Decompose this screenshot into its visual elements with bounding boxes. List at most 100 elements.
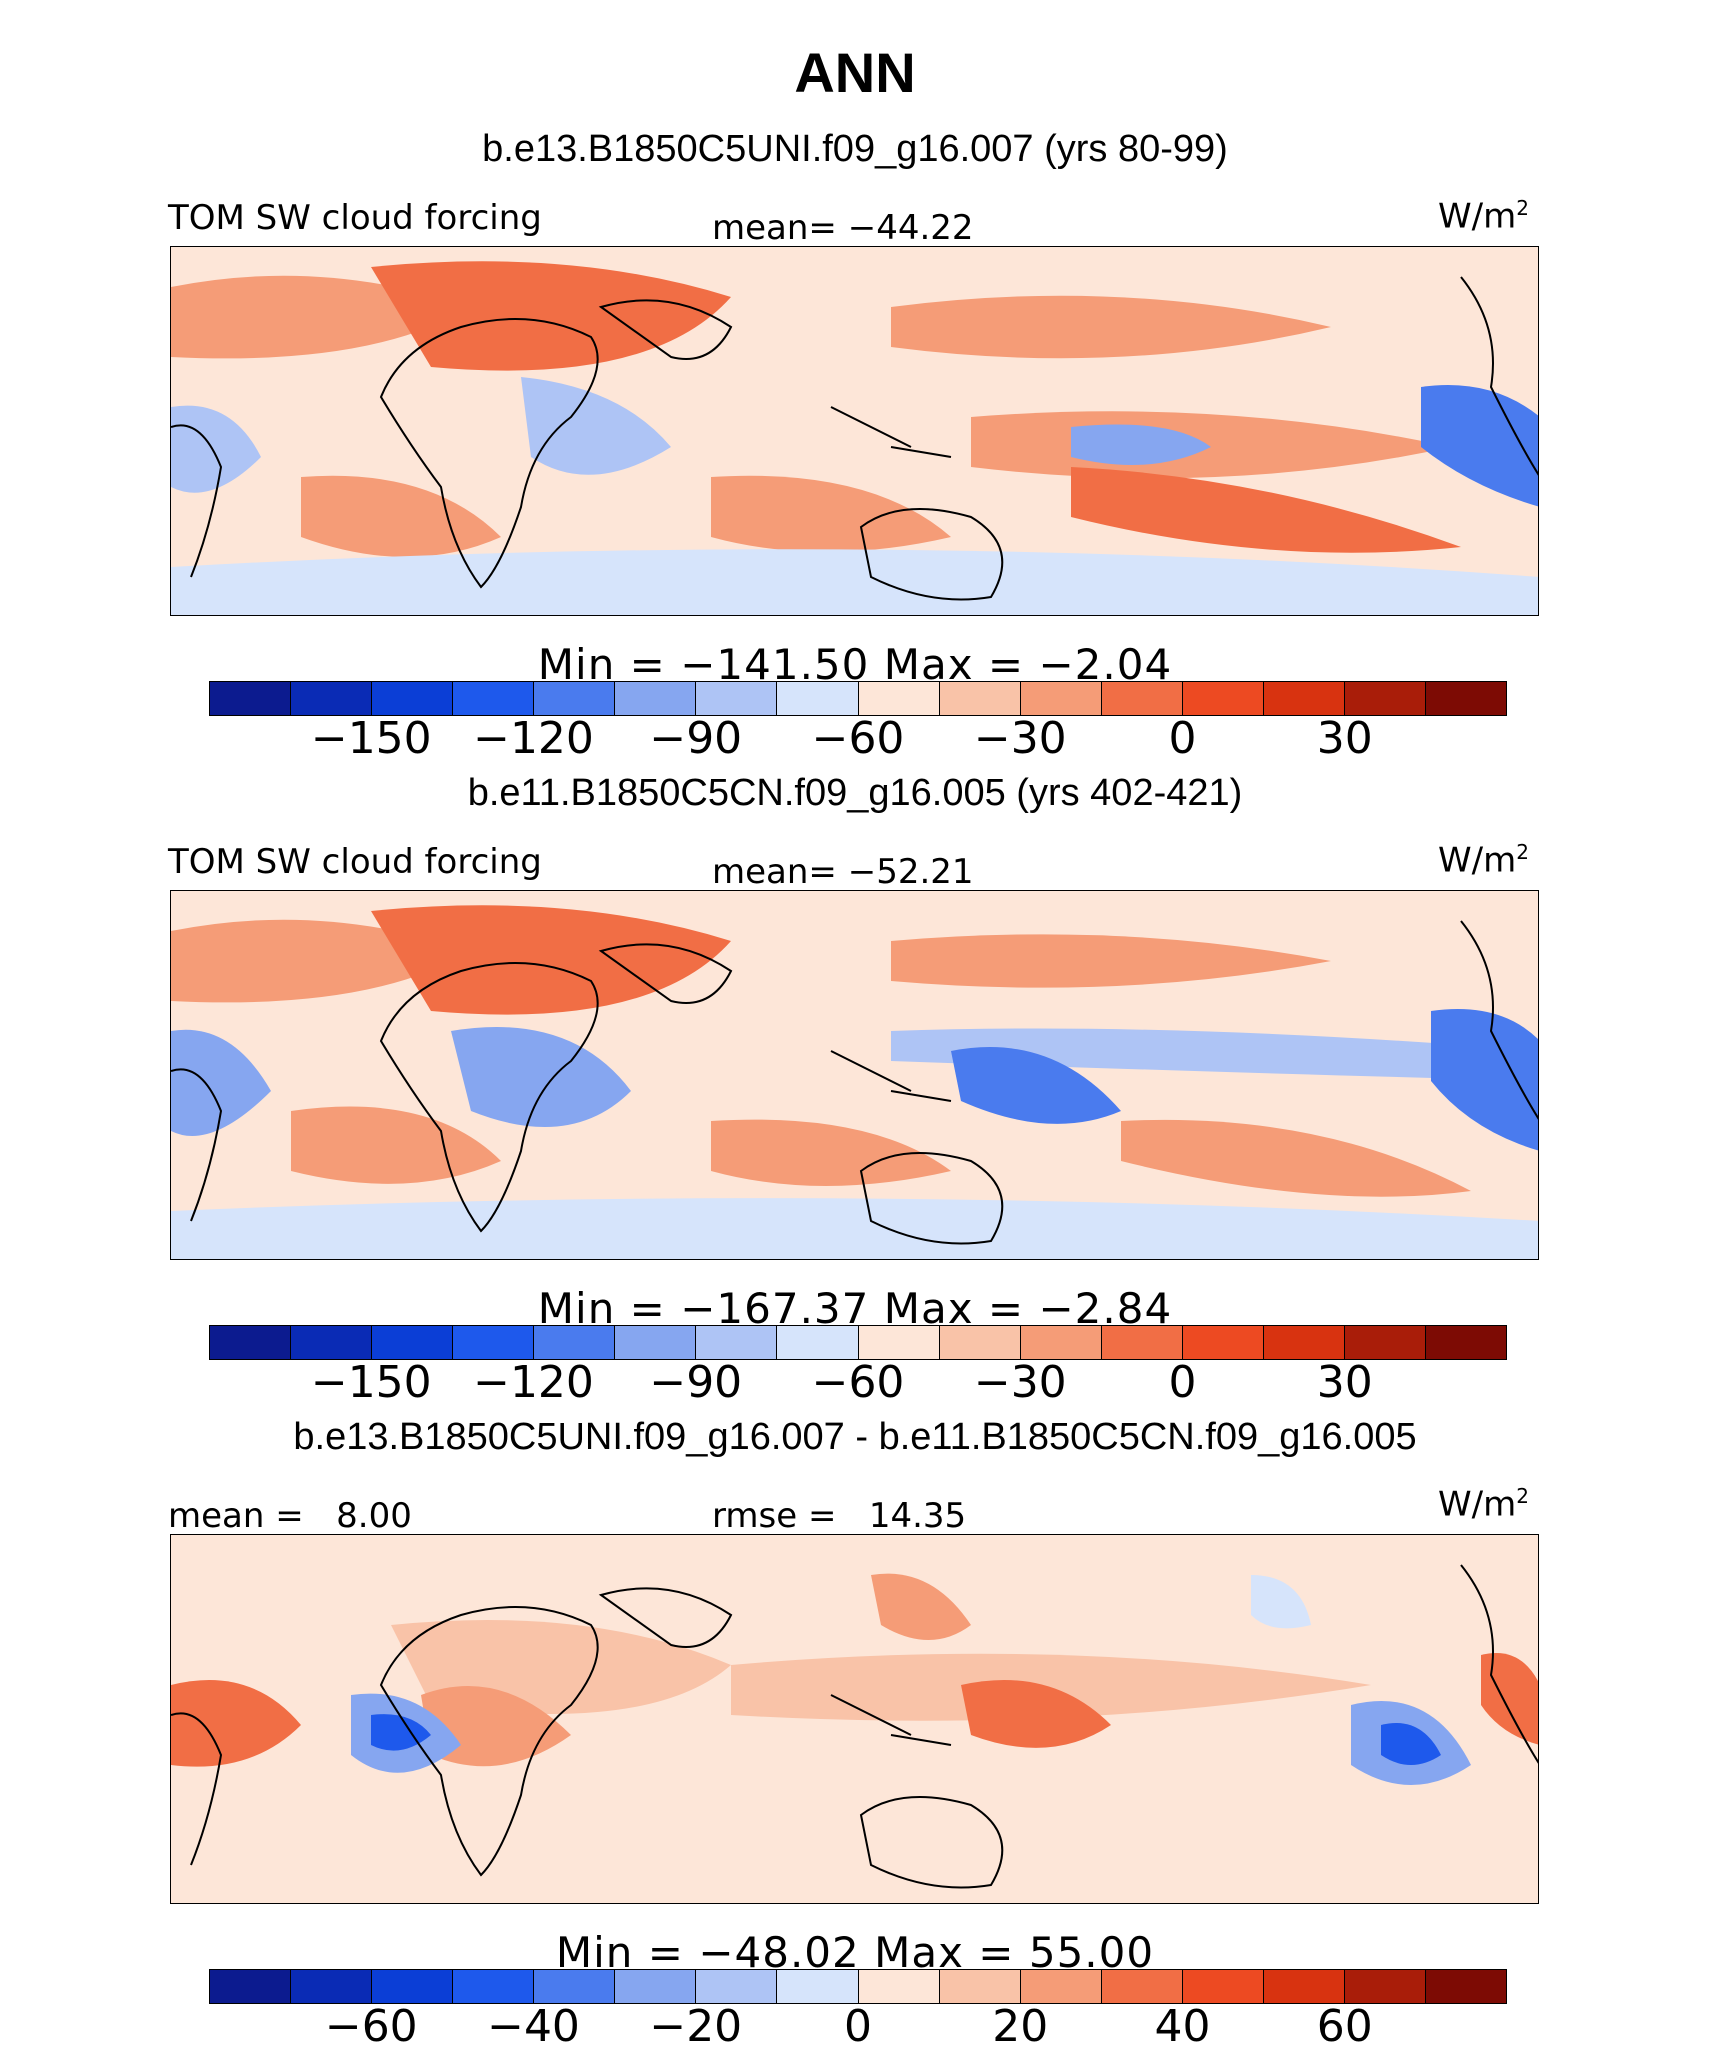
panel-1-left-label: TOM SW cloud forcing — [168, 198, 542, 238]
colorbar-segment — [615, 682, 697, 715]
panel-1-map — [170, 246, 1539, 616]
colorbar-segment — [1101, 1326, 1183, 1359]
colorbar-segment — [372, 1970, 454, 2003]
anomaly-band — [871, 1573, 971, 1640]
anomaly-band — [1251, 1575, 1311, 1629]
cloud-band — [371, 905, 731, 1015]
panel-3-title: b.e13.B1850C5UNI.f09_g16.007 - b.e11.B18… — [293, 1416, 1417, 1458]
colorbar-segment — [1182, 682, 1264, 715]
panel-2-colorbar — [209, 1325, 1507, 1360]
colorbar-segment — [1344, 682, 1426, 715]
colorbar-segment — [1101, 682, 1183, 715]
coastlines — [171, 920, 1538, 1245]
coastlines — [171, 1564, 1538, 1889]
panel-3-rmse-label: rmse = 14.35 — [712, 1496, 967, 1536]
colorbar-segment — [534, 682, 616, 715]
panel-2-minmax: Min = −167.37 Max = −2.84 — [537, 1284, 1173, 1333]
colorbar-segment — [372, 682, 454, 715]
colorbar-tick-label: −90 — [649, 713, 743, 764]
colorbar-tick-label: 30 — [1316, 1357, 1373, 1408]
colorbar-segment — [1263, 1970, 1345, 2003]
colorbar-segment — [1182, 1326, 1264, 1359]
panel-1-mean-label: mean= −44.22 — [712, 208, 974, 248]
cloud-band — [301, 475, 501, 557]
colorbar-segment — [1020, 682, 1102, 715]
panel-2-colorbar-ticks: −150 −120 −90 −60 −30 0 30 — [0, 1357, 1710, 1417]
panel-1-minmax: Min = −141.50 Max = −2.04 — [537, 640, 1173, 689]
colorbar-segment — [210, 1326, 292, 1359]
panel-2-map-svg — [171, 891, 1538, 1259]
colorbar-segment — [291, 682, 373, 715]
cloud-band — [1071, 467, 1461, 553]
colorbar-tick-label: −30 — [973, 1357, 1067, 1408]
anomaly-band — [961, 1680, 1111, 1748]
colorbar-segment — [858, 1970, 940, 2003]
colorbar-segment — [372, 1326, 454, 1359]
colorbar-segment — [1263, 1326, 1345, 1359]
colorbar-tick-label: −120 — [473, 713, 594, 764]
colorbar-tick-label: −40 — [487, 2001, 580, 2052]
panel-2-units: W/m2 — [1438, 840, 1529, 881]
cloud-band — [1431, 1009, 1538, 1151]
cloud-band — [951, 1047, 1121, 1124]
cloud-band — [521, 377, 671, 475]
panel-1-colorbar — [209, 681, 1507, 716]
colorbar-segment — [534, 1326, 616, 1359]
colorbar-tick-label: −60 — [324, 2001, 418, 2052]
coastlines — [171, 276, 1538, 601]
colorbar-tick-label: −20 — [649, 2001, 743, 2052]
panel-3-map-svg — [171, 1535, 1538, 1903]
colorbar-segment — [453, 1326, 535, 1359]
cloud-band — [171, 1029, 271, 1136]
cloud-band — [371, 261, 731, 371]
panel-1-colorbar-ticks: −150 −120 −90 −60 −30 0 30 — [0, 713, 1710, 773]
colorbar-tick-label: −150 — [310, 713, 432, 764]
panel-1-map-svg — [171, 247, 1538, 615]
panel-3-mean-label: mean = 8.00 — [168, 1496, 412, 1536]
colorbar-tick-label: −30 — [973, 713, 1067, 764]
colorbar-segment — [1182, 1970, 1264, 2003]
cloud-band — [891, 934, 1331, 988]
colorbar-segment — [210, 1970, 292, 2003]
panel-3-minmax: Min = −48.02 Max = 55.00 — [555, 1928, 1155, 1977]
colorbar-segment — [696, 1970, 778, 2003]
colorbar-tick-label: 20 — [992, 2001, 1049, 2052]
colorbar-segment — [696, 1326, 778, 1359]
colorbar-tick-label: −120 — [473, 1357, 594, 1408]
cloud-band — [171, 1198, 1538, 1259]
colorbar-segment — [939, 1970, 1021, 2003]
colorbar-segment — [939, 1326, 1021, 1359]
colorbar-segment — [210, 682, 292, 715]
panel-1-title: b.e13.B1850C5UNI.f09_g16.007 (yrs 80-99) — [482, 128, 1228, 170]
panel-3-colorbar-ticks: −60 −40 −20 0 20 40 60 — [0, 2001, 1710, 2052]
colorbar-tick-label: −90 — [649, 1357, 743, 1408]
colorbar-segment — [1425, 1970, 1506, 2003]
panel-2-title: b.e11.B1850C5CN.f09_g16.005 (yrs 402-421… — [467, 772, 1243, 814]
colorbar-segment — [615, 1326, 697, 1359]
colorbar-tick-label: 0 — [844, 2001, 872, 2052]
colorbar-segment — [1344, 1326, 1426, 1359]
colorbar-segment — [858, 1326, 940, 1359]
panel-2-left-label: TOM SW cloud forcing — [168, 842, 542, 882]
figure-title: ANN — [794, 41, 916, 104]
cloud-band — [171, 405, 261, 493]
colorbar-tick-label: 30 — [1316, 713, 1373, 764]
colorbar-segment — [453, 682, 535, 715]
colorbar-tick-label: 60 — [1316, 2001, 1373, 2052]
colorbar-segment — [1020, 1326, 1102, 1359]
colorbar-segment — [1263, 682, 1345, 715]
colorbar-segment — [777, 1970, 859, 2003]
colorbar-segment — [615, 1970, 697, 2003]
cloud-band — [1071, 424, 1211, 465]
colorbar-tick-label: 40 — [1154, 2001, 1211, 2052]
colorbar-segment — [453, 1970, 535, 2003]
colorbar-tick-label: −60 — [811, 1357, 905, 1408]
colorbar-segment — [1425, 1326, 1506, 1359]
cloud-band — [171, 549, 1538, 615]
cloud-band — [891, 295, 1331, 359]
colorbar-tick-label: −150 — [310, 1357, 432, 1408]
colorbar-tick-label: 0 — [1168, 713, 1197, 764]
colorbar-segment — [939, 682, 1021, 715]
panel-3-colorbar — [209, 1969, 1507, 2004]
anomaly-band — [171, 1680, 301, 1767]
